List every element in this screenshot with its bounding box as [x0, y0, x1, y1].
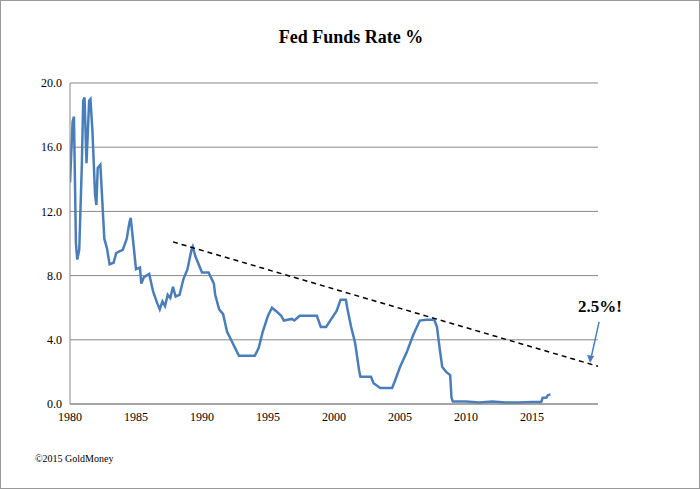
- svg-text:1995: 1995: [256, 410, 280, 424]
- html-text:Fed Funds Rate %: Fed Funds Rate %: [278, 27, 424, 47]
- svg-text:1985: 1985: [124, 410, 148, 424]
- svg-text:2010: 2010: [454, 410, 478, 424]
- svg-text:2.5%!: 2.5%!: [578, 297, 622, 316]
- svg-text:0.0: 0.0: [47, 397, 62, 411]
- svg-text:2015: 2015: [520, 410, 544, 424]
- svg-text:2005: 2005: [388, 410, 412, 424]
- svg-text:2000: 2000: [322, 410, 346, 424]
- svg-text:12.0: 12.0: [41, 205, 62, 219]
- svg-text:16.0: 16.0: [41, 140, 62, 154]
- svg-text:20.0: 20.0: [41, 76, 62, 90]
- html-text:©2015 GoldMoney: ©2015 GoldMoney: [35, 453, 114, 464]
- svg-text:1980: 1980: [58, 410, 82, 424]
- svg-text:8.0: 8.0: [47, 269, 62, 283]
- svg-text:1990: 1990: [190, 410, 214, 424]
- svg-text:4.0: 4.0: [47, 333, 62, 347]
